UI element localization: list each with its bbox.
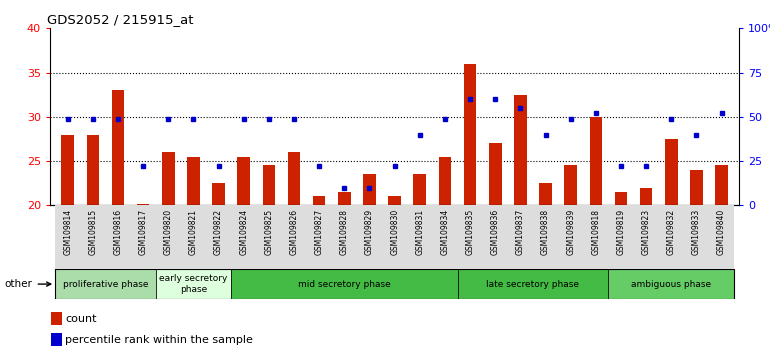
Bar [388,196,401,205]
Text: GSM109826: GSM109826 [290,209,299,255]
Bar [332,205,357,269]
Bar [715,166,728,205]
Bar [539,183,552,205]
Bar [357,205,382,269]
Bar [237,156,250,205]
Bar [213,183,225,205]
Text: GSM109814: GSM109814 [63,209,72,255]
Bar [608,269,734,299]
Bar [407,205,432,269]
Text: GDS2052 / 215915_at: GDS2052 / 215915_at [47,13,193,26]
Bar [162,152,175,205]
Text: GSM109837: GSM109837 [516,209,525,255]
Bar [181,205,206,269]
Bar [206,205,231,269]
Bar [432,205,457,269]
Bar [590,117,602,205]
Bar [413,175,426,205]
Bar [583,205,608,269]
Bar [614,192,628,205]
Text: GSM109838: GSM109838 [541,209,550,255]
Bar [52,312,62,325]
Bar [313,196,326,205]
Text: GSM109823: GSM109823 [641,209,651,255]
Bar [640,188,652,205]
Bar [256,205,282,269]
Text: mid secretory phase: mid secretory phase [298,280,390,289]
Bar [684,205,709,269]
Text: GSM109830: GSM109830 [390,209,399,255]
Bar [690,170,703,205]
Bar [363,175,376,205]
Bar [306,205,332,269]
Text: GSM109835: GSM109835 [466,209,474,255]
Bar [156,205,181,269]
Bar [533,205,558,269]
Bar [665,139,678,205]
Text: GSM109815: GSM109815 [89,209,97,255]
Text: other: other [5,279,51,289]
Bar [156,269,231,299]
Text: ambiguous phase: ambiguous phase [631,280,711,289]
Text: GSM109832: GSM109832 [667,209,676,255]
Bar [105,205,131,269]
Bar [131,205,156,269]
Bar [338,192,350,205]
Bar [558,205,583,269]
Bar [231,269,457,299]
Text: GSM109840: GSM109840 [717,209,726,255]
Bar [55,205,80,269]
Bar [457,205,483,269]
Text: proliferative phase: proliferative phase [62,280,148,289]
Text: GSM109819: GSM109819 [617,209,625,255]
Text: percentile rank within the sample: percentile rank within the sample [65,335,253,345]
Bar [483,205,507,269]
Bar [263,166,275,205]
Text: GSM109816: GSM109816 [113,209,122,255]
Text: GSM109818: GSM109818 [591,209,601,255]
Text: GSM109821: GSM109821 [189,209,198,255]
Text: GSM109820: GSM109820 [164,209,172,255]
Bar [507,205,533,269]
Text: GSM109831: GSM109831 [415,209,424,255]
Text: late secretory phase: late secretory phase [487,280,580,289]
Text: GSM109839: GSM109839 [566,209,575,255]
Text: count: count [65,314,97,324]
Bar [231,205,256,269]
Text: GSM109827: GSM109827 [315,209,323,255]
Bar [187,156,199,205]
Bar [288,152,300,205]
Text: GSM109817: GSM109817 [139,209,148,255]
Text: GSM109822: GSM109822 [214,209,223,255]
Bar [86,135,99,205]
Bar [62,135,74,205]
Bar [457,269,608,299]
Bar [382,205,407,269]
Text: GSM109833: GSM109833 [692,209,701,255]
Bar [634,205,658,269]
Text: GSM109836: GSM109836 [490,209,500,255]
Bar [464,64,477,205]
Bar [55,269,156,299]
Bar [514,95,527,205]
Bar [282,205,306,269]
Bar [80,205,105,269]
Text: GSM109829: GSM109829 [365,209,374,255]
Text: GSM109824: GSM109824 [239,209,248,255]
Bar [137,204,149,205]
Text: GSM109834: GSM109834 [440,209,450,255]
Bar [608,205,634,269]
Text: GSM109828: GSM109828 [340,209,349,255]
Bar [658,205,684,269]
Text: early secretory
phase: early secretory phase [159,274,228,294]
Bar [439,156,451,205]
Bar [489,143,501,205]
Bar [52,333,62,346]
Bar [112,90,124,205]
Text: GSM109825: GSM109825 [264,209,273,255]
Bar [709,205,734,269]
Bar [564,166,577,205]
